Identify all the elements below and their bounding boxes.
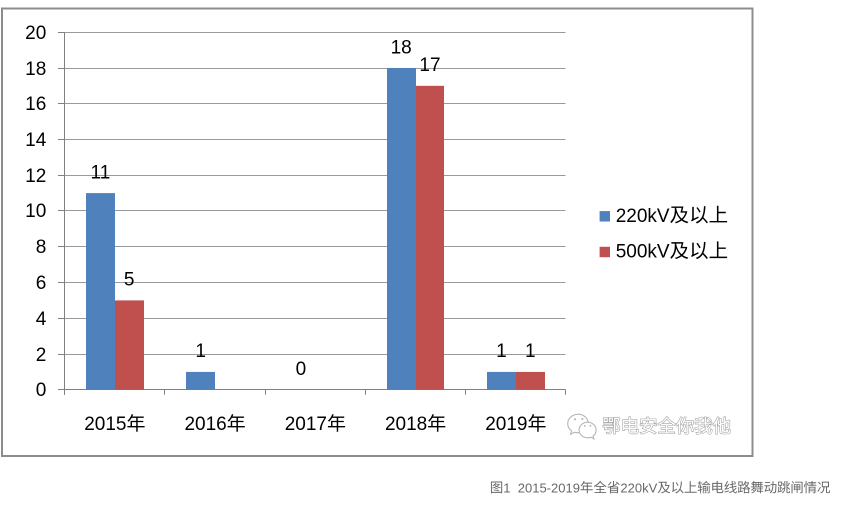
- svg-text:1: 1: [195, 341, 206, 362]
- svg-text:2016: 2016: [184, 414, 226, 435]
- svg-text:2018: 2018: [385, 414, 427, 435]
- svg-text:20: 20: [25, 23, 46, 44]
- svg-text:14: 14: [25, 130, 47, 151]
- svg-text:500kV: 500kV: [616, 242, 670, 263]
- svg-text:8: 8: [36, 237, 47, 258]
- svg-text:0: 0: [296, 359, 307, 380]
- svg-text:220kV: 220kV: [616, 206, 670, 227]
- svg-text:10: 10: [25, 201, 46, 222]
- svg-text:17: 17: [419, 55, 440, 76]
- svg-text:6: 6: [36, 273, 47, 294]
- svg-text:2019: 2019: [485, 414, 527, 435]
- svg-text:1 2015-2019: 1 2015-2019: [503, 480, 580, 495]
- svg-text:18: 18: [391, 37, 412, 58]
- svg-text:18: 18: [25, 59, 46, 80]
- svg-text:4: 4: [36, 309, 47, 330]
- svg-text:220kV: 220kV: [620, 480, 657, 495]
- svg-text:1: 1: [496, 341, 507, 362]
- svg-text:11: 11: [91, 162, 111, 183]
- svg-text:2: 2: [36, 345, 47, 366]
- svg-text:0: 0: [36, 380, 47, 401]
- svg-text:16: 16: [25, 94, 46, 115]
- svg-text:2017: 2017: [285, 414, 327, 435]
- svg-text:12: 12: [25, 166, 46, 187]
- svg-text:1: 1: [525, 341, 536, 362]
- svg-text:5: 5: [124, 270, 135, 291]
- svg-text:2015: 2015: [84, 414, 126, 435]
